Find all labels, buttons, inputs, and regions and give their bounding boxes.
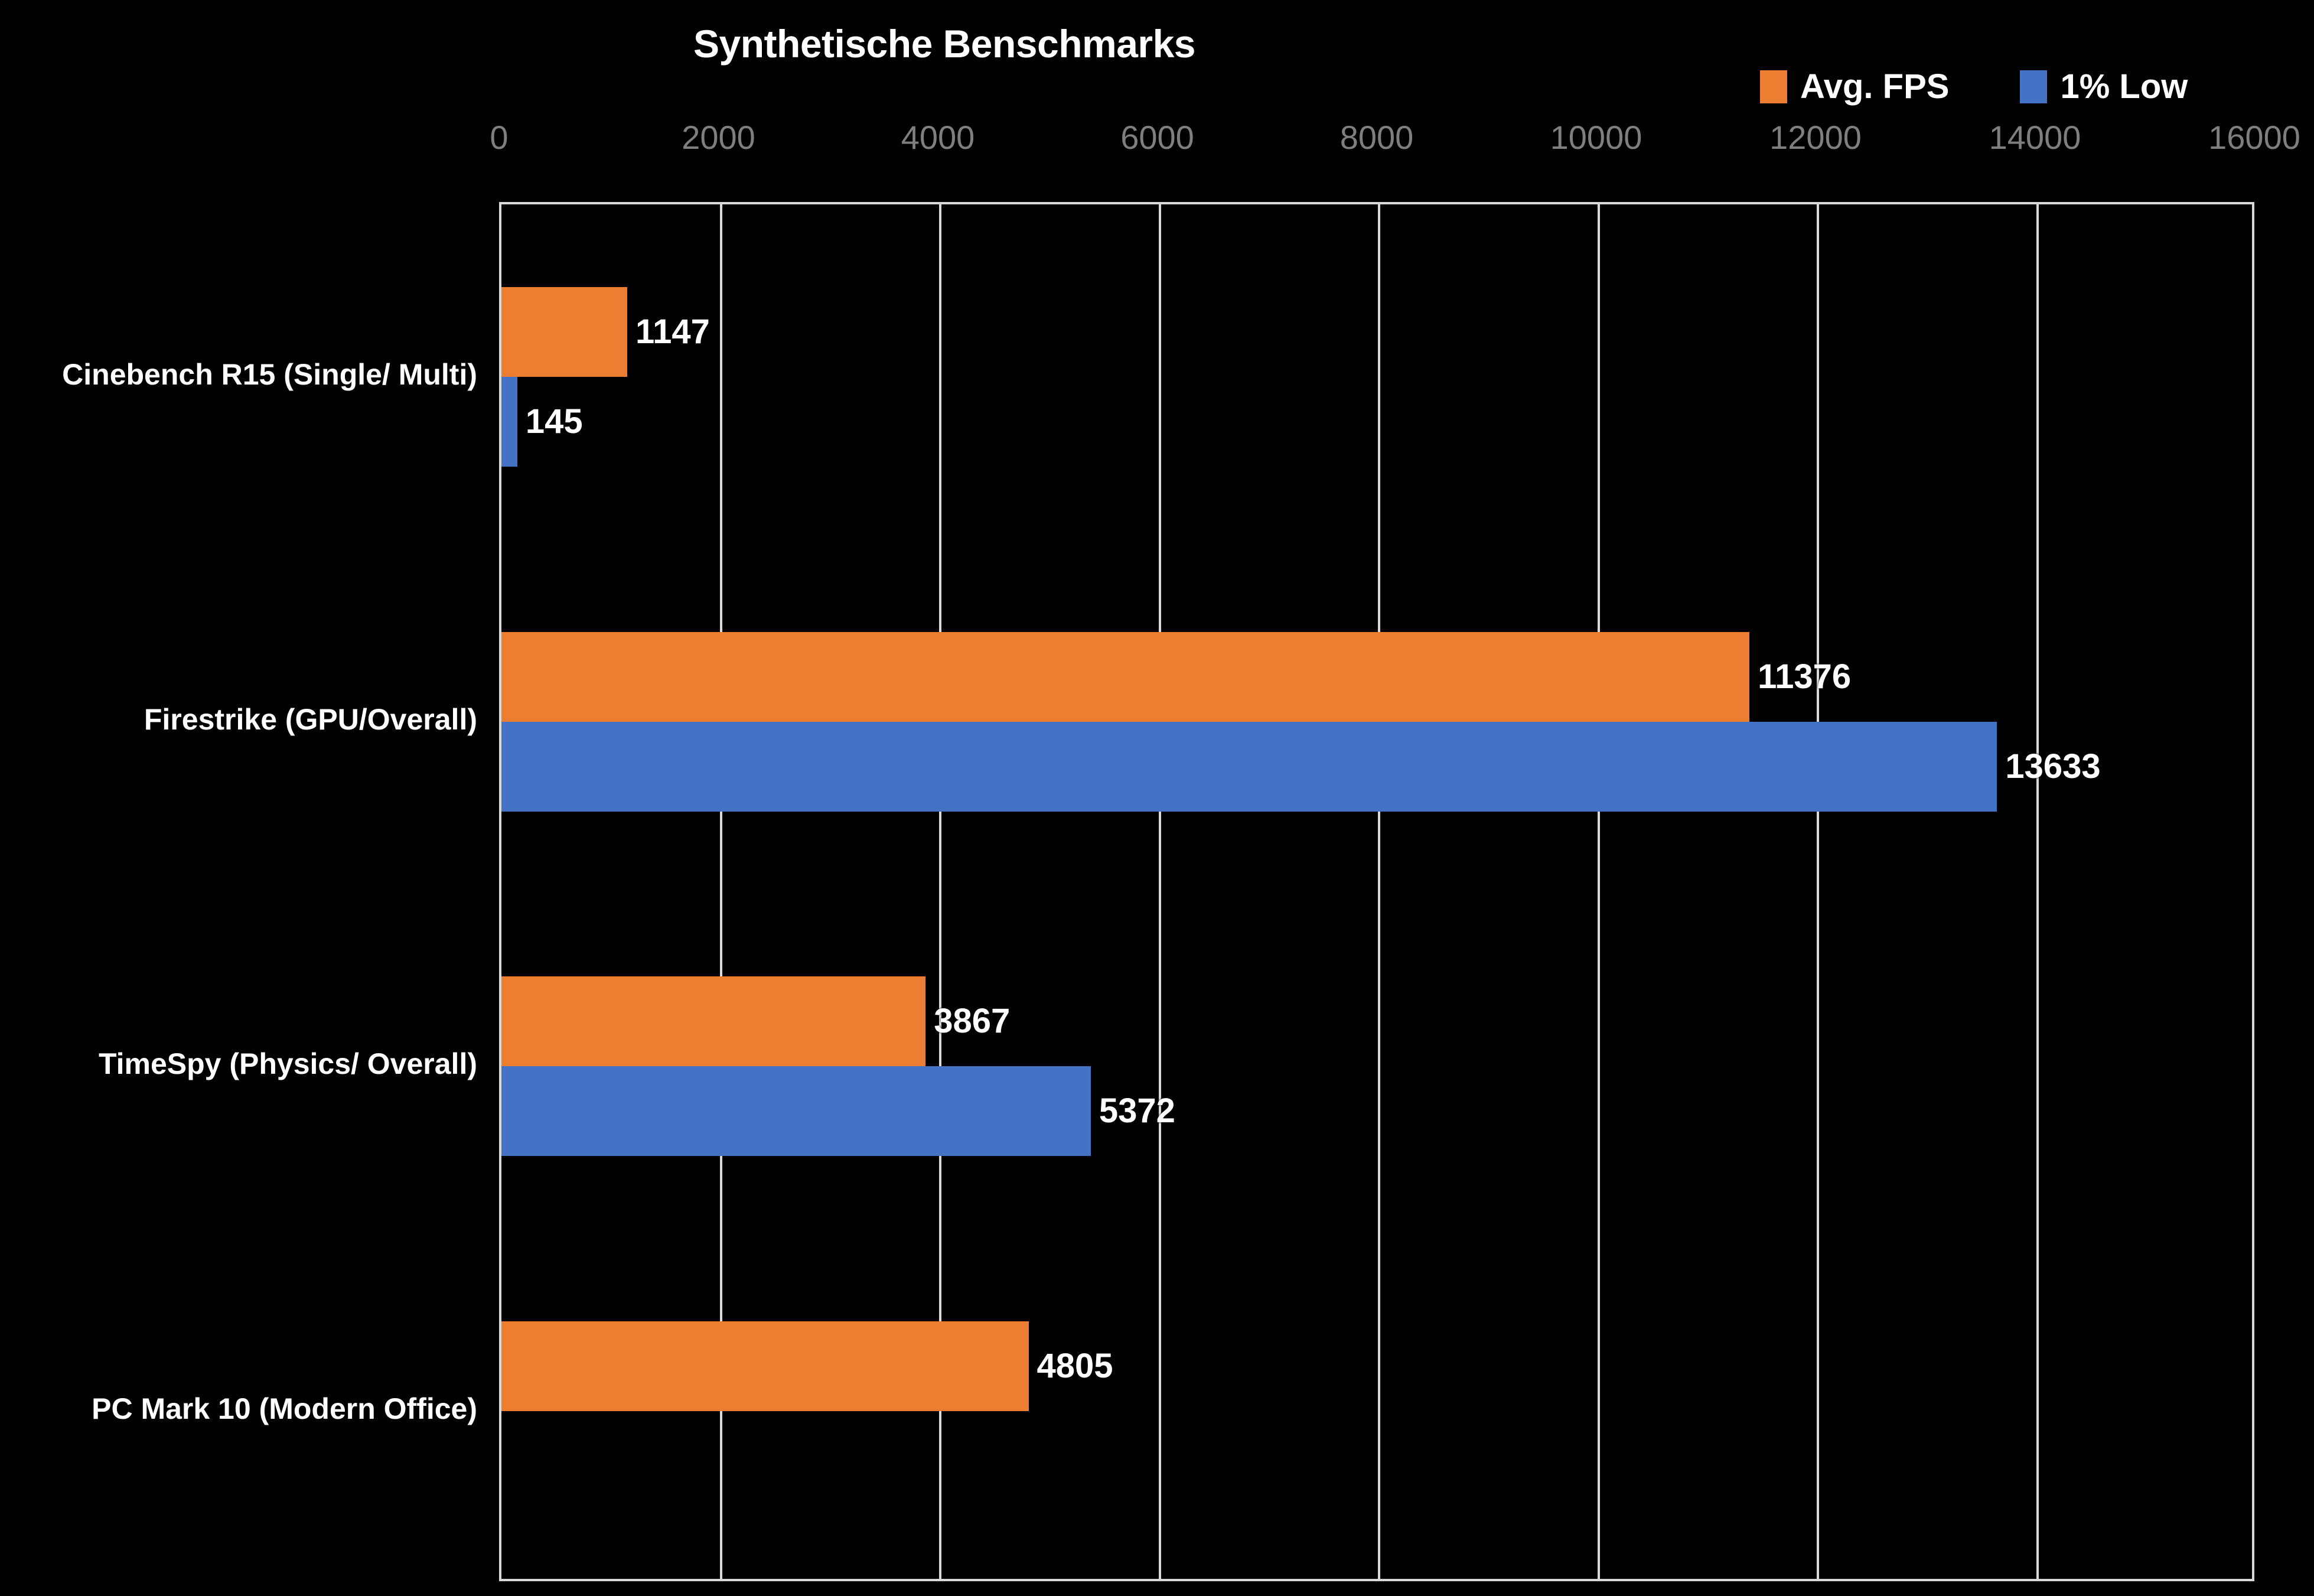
bars-layer: 1147 145 11376 13633 3867 5372 4805 [501,204,2252,1579]
legend-item-avg-fps[interactable]: Avg. FPS [1760,70,1949,104]
gridline-8000 [1378,204,1380,1579]
bar-avg-fps-0[interactable] [501,286,628,377]
bar-1-percent-low-0[interactable] [501,376,517,467]
bar-avg-fps-3[interactable] [501,1321,1029,1412]
bar-value-label-avg-fps-0: 1147 [635,312,710,351]
bar-avg-fps-1[interactable] [501,631,1750,722]
x-tick-label-8000: 8000 [1339,119,1414,156]
bar-value-label-avg-fps-1: 11376 [1758,657,1852,696]
chart-legend: Avg. FPS 1% Low [1760,70,2188,104]
gridline-6000 [1158,204,1161,1579]
x-tick-label-14000: 14000 [1989,119,2081,156]
gridline-10000 [1597,204,1600,1579]
category-label-2: TimeSpy (Physics/ Overall) [98,1047,477,1081]
chart-title: Synthetische Benschmarks [693,22,1196,66]
x-tick-label-4000: 4000 [901,119,975,156]
gridline-4000 [939,204,941,1579]
gridlines [501,204,2252,1579]
bar-value-label-avg-fps-2: 3867 [934,1002,1011,1041]
bar-value-label-1-percent-low-0: 145 [525,402,583,441]
gridline-14000 [2036,204,2039,1579]
category-label-3: PC Mark 10 (Modern Office) [92,1392,477,1426]
legend-item-1-percent-low[interactable]: 1% Low [2020,70,2188,104]
bar-1-percent-low-2[interactable] [501,1066,1091,1157]
legend-swatch-avg-fps [1760,70,1787,103]
category-label-0: Cinebench R15 (Single/ Multi) [62,357,477,391]
gridline-12000 [1817,204,1819,1579]
bar-value-label-1-percent-low-2: 5372 [1099,1092,1175,1131]
x-tick-label-12000: 12000 [1769,119,1862,156]
x-tick-label-6000: 6000 [1120,119,1194,156]
category-label-1: Firestrike (GPU/Overall) [144,702,477,736]
x-tick-label-16000: 16000 [2208,119,2300,156]
bar-avg-fps-2[interactable] [501,976,926,1067]
legend-label-avg-fps: Avg. FPS [1800,67,1950,106]
category-axis-labels: Cinebench R15 (Single/ Multi) Firestrike … [0,202,490,1581]
x-tick-label-0: 0 [490,119,509,156]
gridline-2000 [719,204,722,1579]
x-tick-label-10000: 10000 [1550,119,1642,156]
plot-area: 1147 145 11376 13633 3867 5372 4805 [499,202,2254,1581]
x-tick-label-2000: 2000 [682,119,755,156]
bar-value-label-avg-fps-3: 4805 [1037,1347,1113,1386]
bar-value-label-1-percent-low-1: 13633 [2005,747,2101,786]
legend-label-1-percent-low: 1% Low [2060,67,2188,106]
legend-swatch-1-percent-low [2020,70,2048,103]
bar-1-percent-low-1[interactable] [501,721,1997,812]
